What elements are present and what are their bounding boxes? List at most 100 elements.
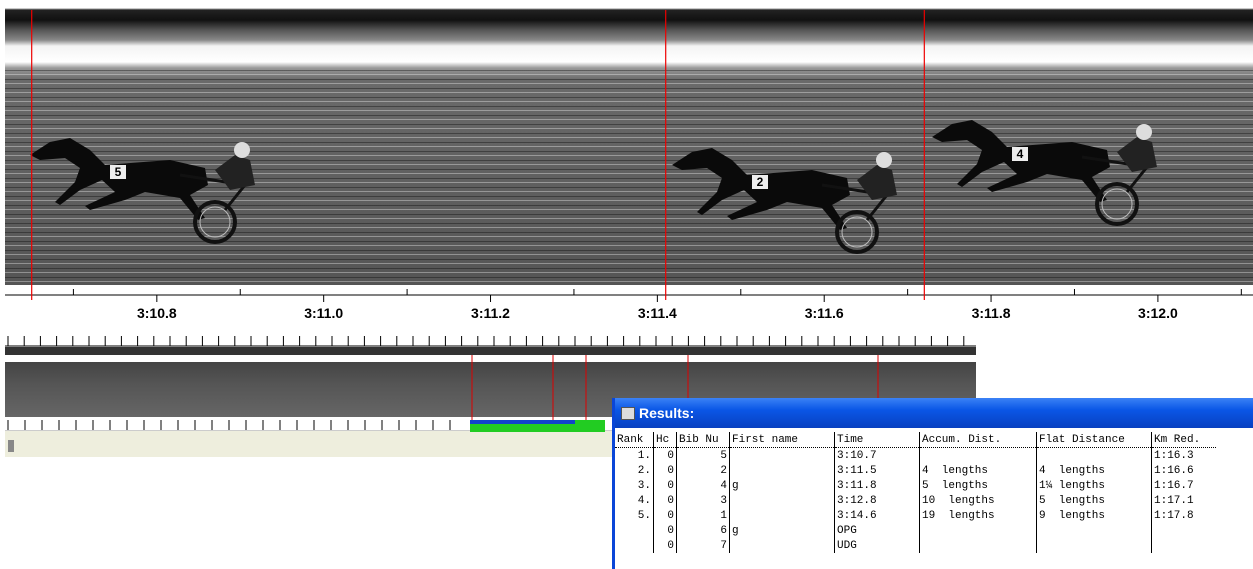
result-row[interactable]: 3. 0 4 g 3:11.8 5 lengths 1¼ lengths 1:16.7 — [615, 478, 1216, 493]
cell: UDG — [834, 538, 920, 553]
overview-marks — [8, 350, 879, 452]
horse: 2 — [672, 148, 897, 254]
cell: 3. — [637, 479, 651, 492]
cell: 19 lengths — [919, 508, 1037, 523]
driver — [1117, 137, 1157, 172]
cell: OPG — [834, 523, 920, 538]
cell: 4 lengths — [1036, 463, 1152, 478]
cell: 1:16.7 — [1151, 478, 1216, 493]
column-header: First name — [729, 432, 835, 448]
cell — [729, 508, 835, 523]
result-row[interactable]: 5. 0 1 3:14.6 19 lengths 9 lengths 1:17.8 — [615, 508, 1216, 523]
column-header: Rank — [615, 432, 654, 448]
cell — [919, 538, 1037, 553]
wheel — [835, 210, 879, 254]
cell: 5 — [676, 447, 730, 463]
wheel-hub — [1101, 188, 1133, 220]
column-header: Accum. Dist. — [919, 432, 1037, 448]
cell: 2. — [637, 464, 651, 477]
cell: 7 — [676, 538, 730, 553]
cell — [615, 523, 654, 538]
bib-number: 2 — [757, 175, 764, 189]
photo-finish-image — [5, 0, 1253, 285]
result-row[interactable]: 0 7 UDG — [615, 538, 1216, 553]
wheel-hub — [841, 216, 873, 248]
cell: 9 lengths — [1036, 508, 1152, 523]
ruler-band — [5, 347, 976, 355]
wheel-hub — [199, 206, 231, 238]
bib-number: 5 — [115, 165, 122, 179]
cell: 10 lengths — [919, 493, 1037, 508]
results-window[interactable]: Results: Rank Hc Bib Nu First name Time Accum… — [612, 398, 1253, 569]
driver-helmet — [1136, 124, 1152, 140]
cell — [1036, 523, 1152, 538]
bib-plate — [1012, 147, 1028, 161]
tick-label: 3:11.2 — [471, 305, 510, 321]
cell: 4 lengths — [919, 463, 1037, 478]
cell: 3:11.5 — [834, 463, 920, 478]
cell: 5. — [637, 509, 651, 522]
cell: 1¼ lengths — [1036, 478, 1152, 493]
cell — [729, 493, 835, 508]
column-header: Hc — [653, 432, 677, 448]
tick-label: 3:10.8 — [137, 305, 177, 321]
cell — [729, 538, 835, 553]
cell: 0 — [653, 508, 677, 523]
cell: 3:12.8 — [834, 493, 920, 508]
result-row[interactable]: 0 6 g OPG — [615, 523, 1216, 538]
bib-number: 4 — [1017, 147, 1024, 161]
horse: 4 — [932, 120, 1157, 226]
cell: 5 lengths — [1036, 493, 1152, 508]
results-table: Rank Hc Bib Nu First name Time Accum. Dist. Fl… — [615, 432, 1216, 553]
cell — [729, 463, 835, 478]
cell: 3:14.6 — [834, 508, 920, 523]
result-row[interactable]: 2. 0 2 3:11.5 4 lengths 4 lengths 1:16.6 — [615, 463, 1216, 478]
wheel — [1095, 182, 1139, 226]
image-streaks — [5, 70, 1253, 285]
cell: 0 — [653, 478, 677, 493]
cell: 5 lengths — [919, 478, 1037, 493]
tick-label: 3:11.8 — [972, 305, 1011, 321]
cell — [1036, 538, 1152, 553]
horse: 5 — [30, 138, 255, 244]
driver-helmet — [234, 142, 250, 158]
cell: g — [729, 478, 835, 493]
cell: 0 — [653, 523, 677, 538]
bib-plate — [110, 165, 126, 179]
cell — [615, 538, 654, 553]
cell: 3:10.7 — [834, 447, 920, 463]
cell — [919, 523, 1037, 538]
cell — [729, 447, 835, 463]
cell: 1. — [637, 449, 651, 462]
column-header: Flat Distance — [1036, 432, 1152, 448]
column-header: Bib Nu — [676, 432, 730, 448]
driver — [857, 165, 897, 200]
cell: 3 — [676, 493, 730, 508]
cell — [919, 447, 1037, 463]
scroll-track[interactable] — [5, 430, 615, 457]
cell: 0 — [653, 447, 677, 463]
column-header: Km Red. — [1151, 432, 1216, 448]
cell: 1:16.6 — [1151, 463, 1216, 478]
cell: 0 — [653, 493, 677, 508]
cell: 4. — [637, 494, 651, 507]
result-row[interactable]: 4. 0 3 3:12.8 10 lengths 5 lengths 1:17.1 — [615, 493, 1216, 508]
cell: 2 — [676, 463, 730, 478]
tick-label: 3:11.0 — [304, 305, 343, 321]
cell: 1:17.1 — [1151, 493, 1216, 508]
cell — [1036, 447, 1152, 463]
window-title: Results: — [615, 398, 1253, 428]
cell: 6 — [676, 523, 730, 538]
cell: 1:16.3 — [1151, 447, 1216, 463]
cell — [1151, 538, 1216, 553]
cell: 1:17.8 — [1151, 508, 1216, 523]
result-row[interactable]: 1. 0 5 3:10.7 1:16.3 — [615, 447, 1216, 463]
driver-helmet — [876, 152, 892, 168]
tick-label: 3:11.6 — [805, 305, 844, 321]
bib-plate — [752, 175, 768, 189]
cell: 1 — [676, 508, 730, 523]
cell: g — [729, 523, 835, 538]
tick-label: 3:11.4 — [638, 305, 677, 321]
